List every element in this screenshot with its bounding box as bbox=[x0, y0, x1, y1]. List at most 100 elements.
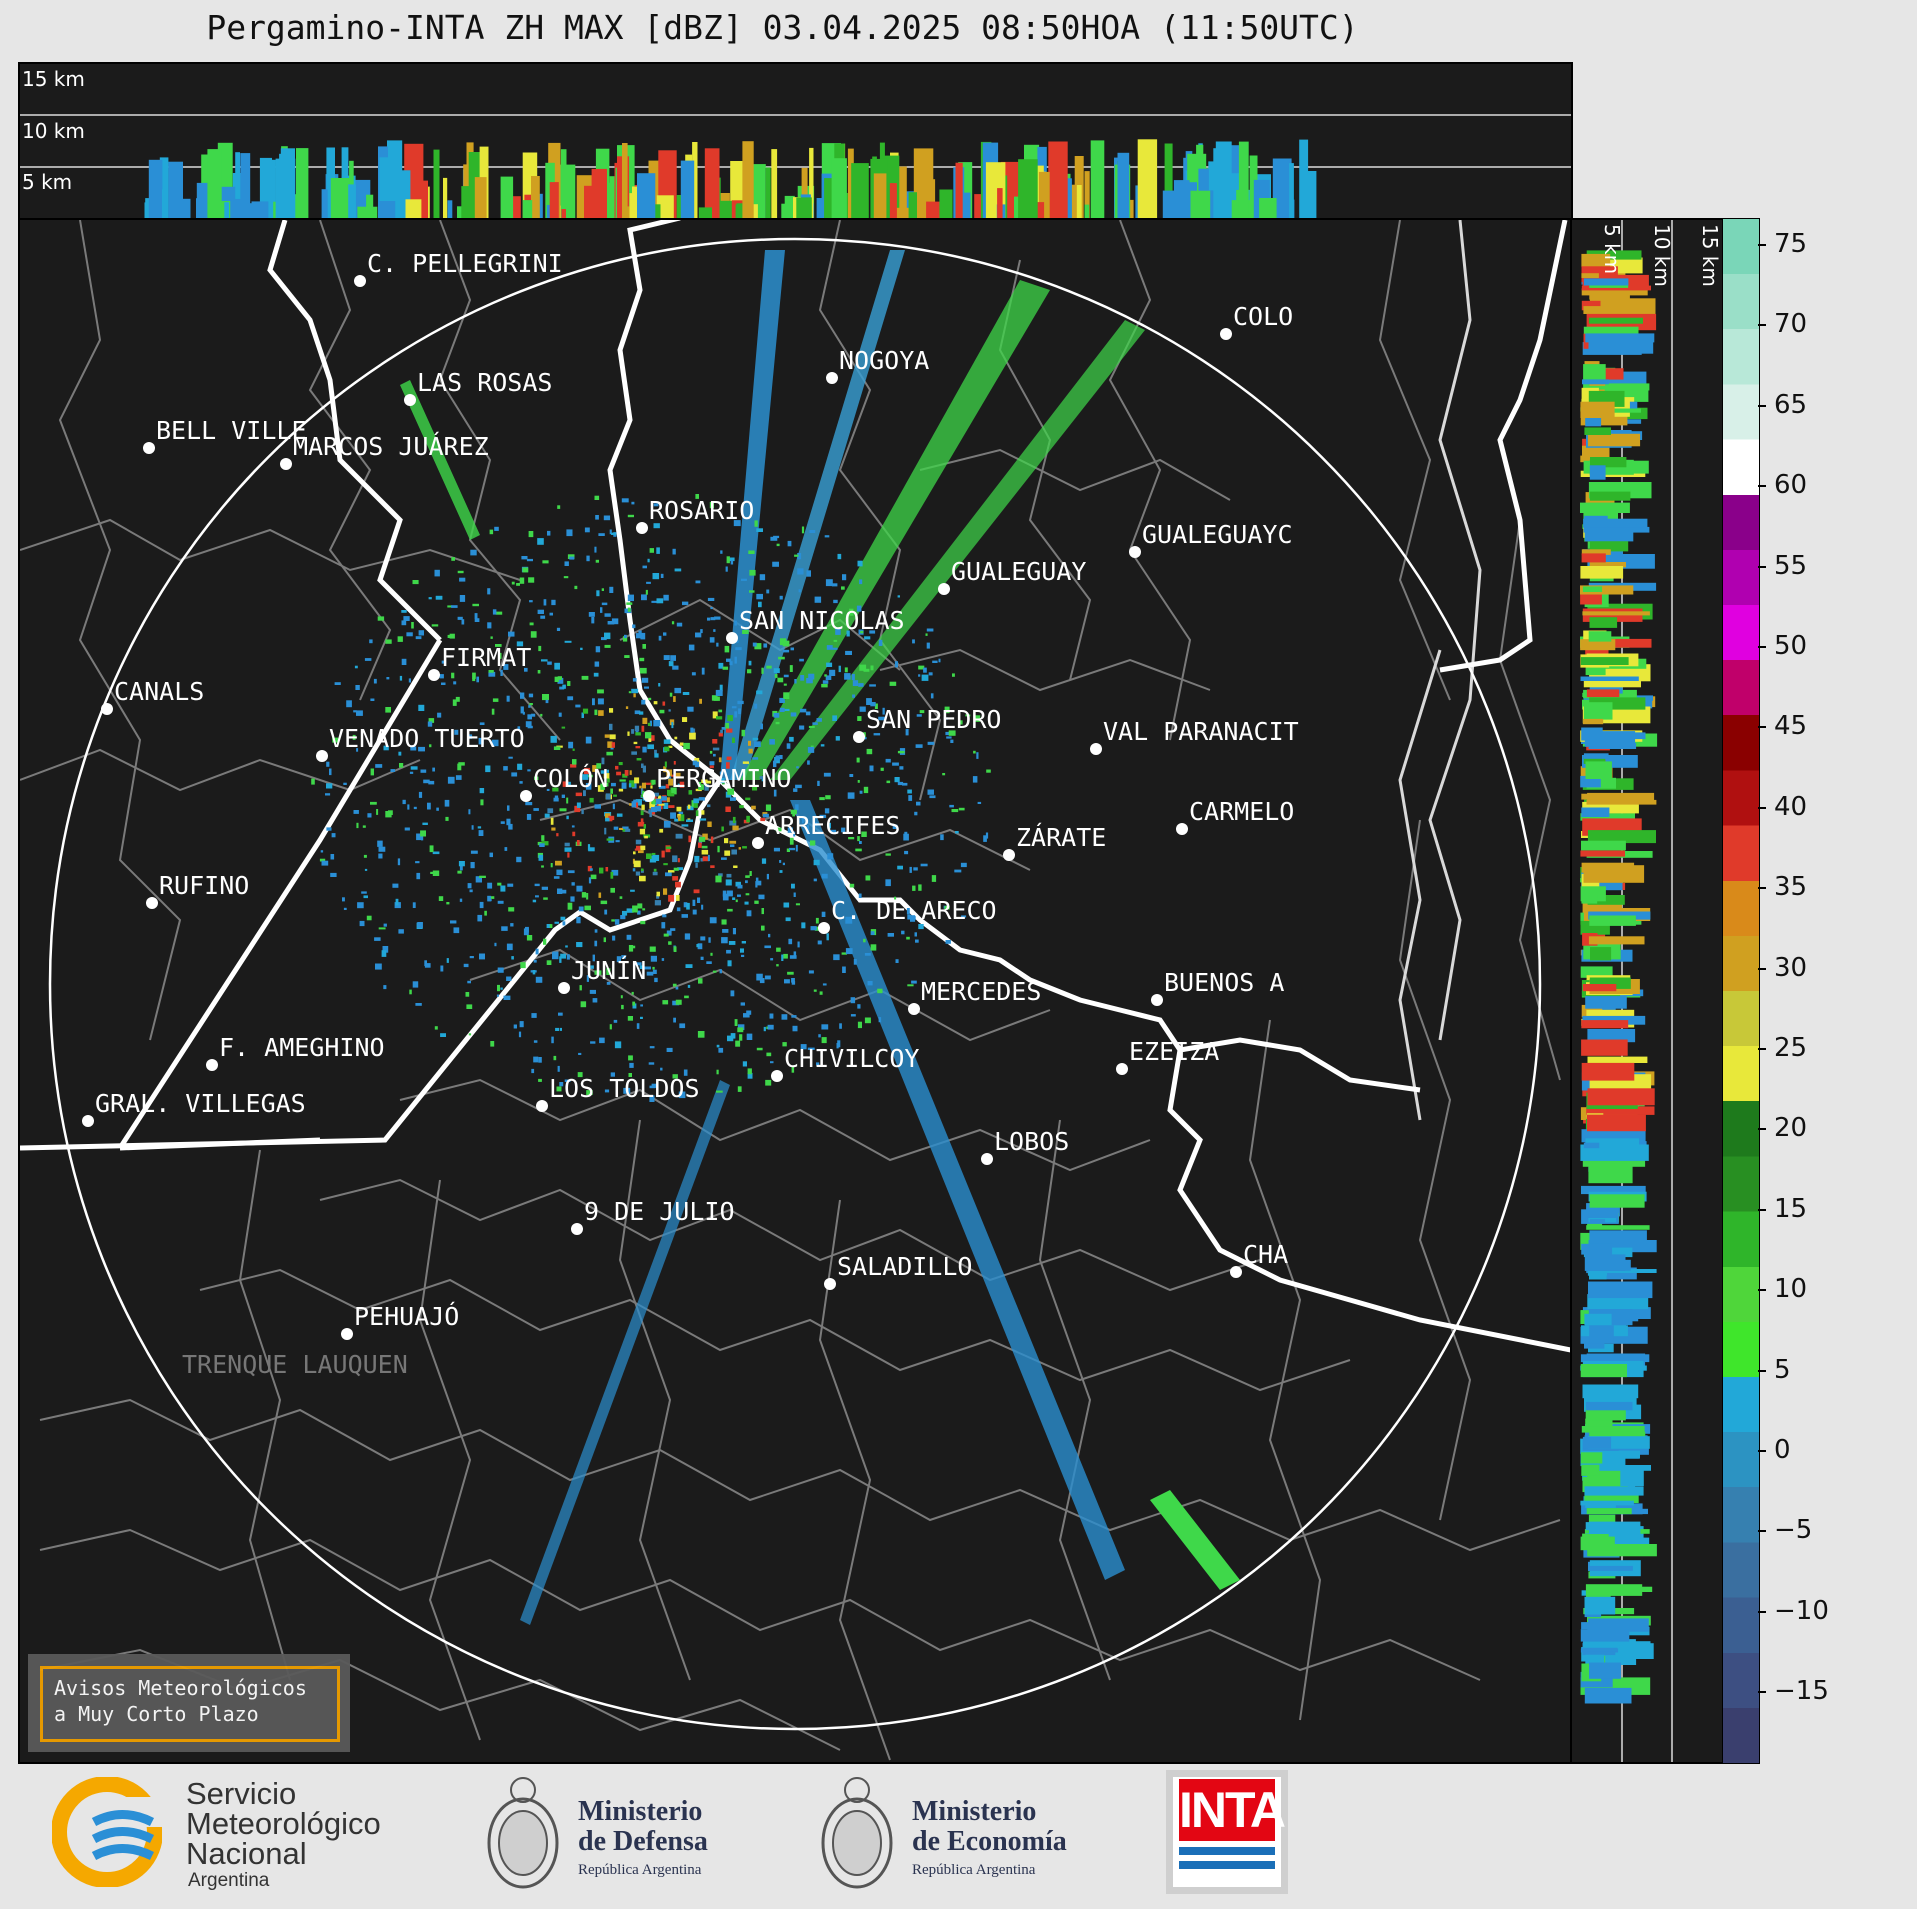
city-marker bbox=[824, 1278, 836, 1290]
colorbar-tick bbox=[1758, 726, 1766, 729]
city-label: ROSARIO bbox=[649, 496, 755, 525]
city-marker bbox=[404, 394, 416, 406]
radar-map: C. PELLEGRINI LAS ROSAS NOGOYA BELL VILLE MA… bbox=[18, 218, 1573, 1764]
colorbar-tick-label: 25 bbox=[1774, 1033, 1808, 1063]
city-label: RUFINO bbox=[159, 871, 250, 900]
city-marker bbox=[752, 837, 764, 849]
city-label: EZEIZA bbox=[1129, 1037, 1220, 1066]
city-label: SAN PEDRO bbox=[866, 705, 1002, 734]
radar-range-circle bbox=[48, 237, 1542, 1731]
district-boundaries bbox=[20, 220, 1561, 1761]
dbz-colorbar bbox=[1722, 218, 1760, 1764]
colorbar-tick bbox=[1758, 1289, 1766, 1292]
colorbar-tick-label: 50 bbox=[1774, 631, 1808, 661]
city-label: C. DE ARECO bbox=[831, 896, 997, 925]
colorbar-tick bbox=[1758, 1691, 1766, 1694]
footer-logos: Servicio Meteorológico Nacional Argentin… bbox=[0, 1762, 1917, 1909]
colorbar-tick bbox=[1758, 244, 1766, 246]
colorbar-tick-label: 55 bbox=[1774, 550, 1808, 581]
top-height-label-15: 15 km bbox=[22, 67, 85, 91]
city-marker bbox=[726, 632, 738, 644]
colorbar-tick bbox=[1758, 404, 1766, 407]
city-marker bbox=[354, 275, 366, 287]
colorbar-tick bbox=[1758, 565, 1766, 568]
notice-box: Avisos Meteorológicos a Muy Corto Plazo bbox=[28, 1654, 350, 1752]
side-profile-graphic bbox=[1580, 220, 1673, 1762]
colorbar-tick bbox=[1758, 485, 1766, 488]
defensa-line-3: República Argentina bbox=[578, 1862, 702, 1878]
city-label: PEHUAJÓ bbox=[354, 1302, 460, 1331]
city-label: BUENOS A bbox=[1164, 968, 1285, 997]
top-height-label-10: 10 km bbox=[22, 119, 85, 143]
city-marker bbox=[826, 372, 838, 384]
city-marker bbox=[1230, 1266, 1242, 1278]
colorbar-tick-label: 10 bbox=[1774, 1274, 1808, 1305]
side-height-label-15: 15 km bbox=[1698, 224, 1722, 287]
city-marker bbox=[1176, 823, 1188, 835]
city-label: COLO bbox=[1233, 302, 1294, 331]
smn-line-2: Meteorológico bbox=[186, 1806, 381, 1841]
economia-line-2: de Economía bbox=[912, 1826, 1067, 1857]
economia-line-1: Ministerio bbox=[912, 1796, 1037, 1827]
smn-line-4: Argentina bbox=[188, 1870, 270, 1891]
city-label: VENADO TUERTO bbox=[329, 724, 525, 753]
smn-line-3: Nacional bbox=[186, 1836, 307, 1871]
city-label: ZÁRATE bbox=[1016, 823, 1107, 852]
side-height-label-5: 5 km bbox=[1600, 224, 1624, 275]
colorbar-tick-label: 75 bbox=[1774, 229, 1808, 259]
city-label: BELL VILLE bbox=[156, 416, 307, 445]
colorbar-tick-label: 20 bbox=[1774, 1113, 1808, 1144]
city-label: LOBOS bbox=[994, 1127, 1070, 1156]
city-label: TRENQUE LAUQUEN bbox=[182, 1350, 408, 1379]
colorbar-tick-label: 45 bbox=[1774, 711, 1808, 742]
city-label: VAL PARANACIT bbox=[1103, 717, 1299, 746]
city-marker bbox=[643, 790, 655, 802]
colorbar-tick bbox=[1758, 646, 1766, 648]
city-label: F. AMEGHINO bbox=[219, 1033, 385, 1062]
city-marker bbox=[536, 1100, 548, 1112]
radar-map-graphic bbox=[20, 220, 1571, 1761]
city-label: CHIVILCOY bbox=[784, 1044, 920, 1073]
colorbar-tick-label: 70 bbox=[1774, 309, 1808, 340]
city-label: LAS ROSAS bbox=[417, 368, 553, 397]
smn-line-1: Servicio bbox=[186, 1776, 297, 1811]
map-title: Pergamino-INTA ZH MAX [dBZ] 03.04.2025 0… bbox=[206, 8, 1359, 47]
smn-logo-icon bbox=[52, 1777, 162, 1887]
city-label: COLÓN bbox=[533, 764, 609, 793]
city-marker bbox=[908, 1003, 920, 1015]
colorbar-tick bbox=[1758, 806, 1766, 809]
city-label: NOGOYA bbox=[839, 346, 930, 375]
city-marker bbox=[771, 1070, 783, 1082]
colorbar-tick bbox=[1758, 1208, 1766, 1211]
colorbar-tick-label: 60 bbox=[1774, 470, 1808, 501]
city-marker bbox=[571, 1223, 583, 1235]
colorbar-tick-label: 0 bbox=[1774, 1435, 1791, 1465]
city-label: CANALS bbox=[114, 677, 205, 706]
city-marker bbox=[558, 982, 570, 994]
city-label: SALADILLO bbox=[837, 1252, 973, 1281]
colorbar-tick bbox=[1758, 1369, 1766, 1372]
city-label: GRAL. VILLEGAS bbox=[95, 1089, 306, 1118]
city-marker bbox=[1129, 546, 1141, 558]
colorbar-tick bbox=[1758, 1610, 1766, 1613]
notice-line-1: Avisos Meteorológicos bbox=[54, 1676, 307, 1700]
city-label: MERCEDES bbox=[921, 977, 1042, 1006]
city-marker bbox=[82, 1115, 94, 1127]
city-label: LOS TOLDOS bbox=[549, 1074, 700, 1103]
city-marker bbox=[341, 1328, 353, 1340]
top-profile-graphic bbox=[20, 114, 1571, 219]
city-marker bbox=[280, 458, 292, 470]
defensa-line-2: de Defensa bbox=[578, 1826, 708, 1857]
notice-line-2: a Muy Corto Plazo bbox=[54, 1702, 259, 1726]
city-marker bbox=[1116, 1063, 1128, 1075]
city-marker bbox=[636, 522, 648, 534]
city-marker bbox=[853, 731, 865, 743]
colorbar-tick bbox=[1758, 1128, 1766, 1131]
city-label: C. PELLEGRINI bbox=[367, 249, 563, 278]
city-label: MARCOS JUÁREZ bbox=[293, 432, 489, 461]
colorbar-tick-label: 40 bbox=[1774, 791, 1808, 822]
city-marker bbox=[1220, 328, 1232, 340]
city-label: GUALEGUAYC bbox=[1142, 520, 1293, 549]
colorbar-tick bbox=[1758, 887, 1766, 890]
colorbar-tick bbox=[1758, 967, 1766, 970]
